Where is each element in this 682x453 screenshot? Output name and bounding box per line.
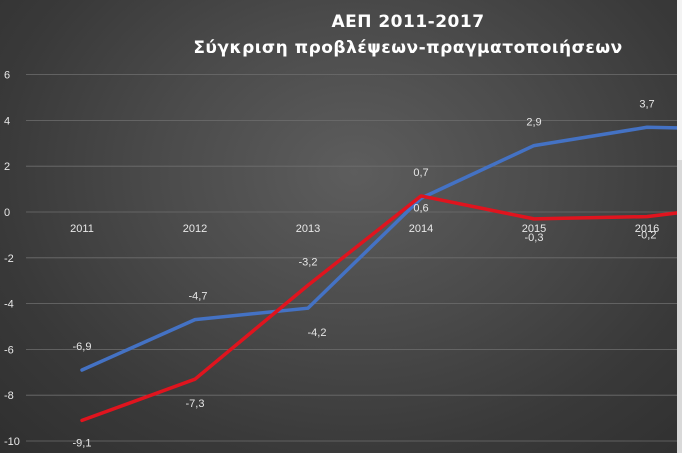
data-label: -6,9: [73, 341, 92, 353]
data-label: 3,7: [639, 98, 654, 110]
x-tick-label: 2014: [409, 223, 433, 235]
series-line-2: [80, 194, 682, 423]
data-label: 2,9: [526, 117, 541, 129]
x-tick-label: 2011: [70, 223, 94, 235]
data-label: -4,2: [308, 327, 327, 339]
data-label: -0,3: [525, 232, 544, 244]
vertical-scrollbar[interactable]: [677, 0, 682, 453]
data-label: -3,2: [299, 256, 318, 268]
x-tick-label: 2016: [635, 223, 659, 235]
y-tick-label: -10: [4, 436, 20, 448]
data-label: 0,6: [413, 202, 428, 214]
y-tick-label: -6: [4, 344, 14, 356]
series-line-1: [80, 125, 682, 372]
y-tick-label: 4: [4, 115, 10, 127]
y-tick-label: 0: [4, 207, 10, 219]
data-label: -7,3: [186, 398, 205, 410]
data-label: -0,2: [638, 230, 657, 242]
y-tick-label: 2: [4, 161, 10, 173]
x-tick-label: 2012: [183, 223, 207, 235]
y-tick-label: -2: [4, 253, 14, 265]
chart-subtitle: Σύγκριση προβλέψεων-πραγματοποιήσεων: [193, 38, 622, 58]
data-label: -9,1: [73, 437, 92, 449]
data-label: 0,7: [413, 167, 428, 179]
scrollbar-thumb[interactable]: [677, 0, 682, 160]
data-label: -4,7: [189, 291, 208, 303]
y-tick-label: -4: [4, 299, 14, 311]
x-tick-label: 2015: [522, 223, 546, 235]
y-tick-label: -8: [4, 390, 14, 402]
y-tick-label: 6: [4, 70, 10, 82]
x-tick-label: 2013: [296, 223, 320, 235]
chart-title: ΑΕΠ 2011-2017: [331, 12, 484, 32]
